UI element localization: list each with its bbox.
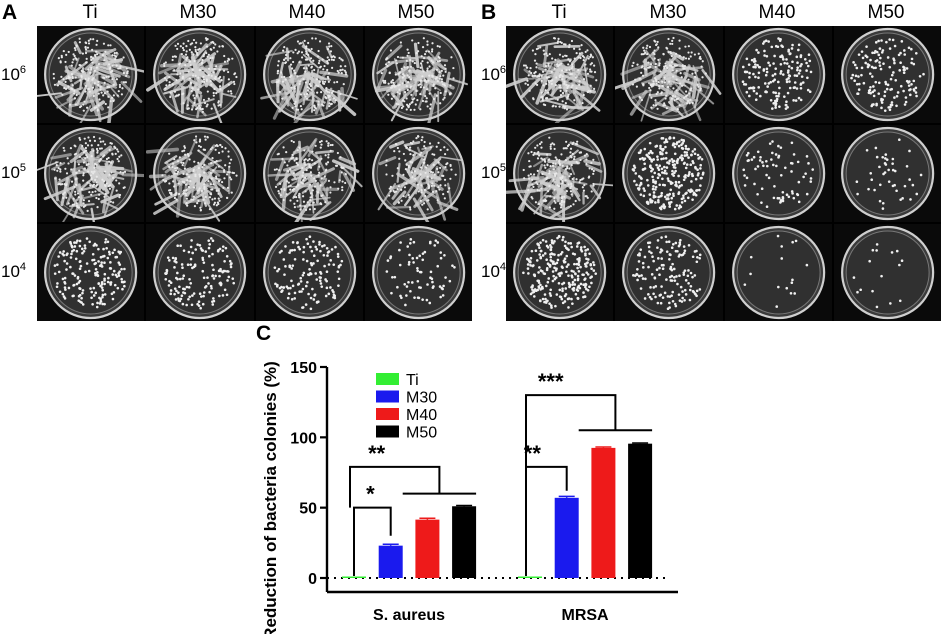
y-tick-label: 50 [299, 501, 317, 518]
panel-b-row-label-1e6: 106 [481, 64, 507, 84]
petri-dish [615, 224, 723, 321]
panel-a-row-label-1e4: 104 [1, 261, 27, 281]
panel-b-plate-grid [506, 26, 941, 321]
petri-dish [615, 125, 723, 222]
petri-dish [37, 125, 145, 222]
petri-dish [255, 26, 363, 123]
x-category-label: S. aureus [373, 607, 445, 624]
panel-b-col-label-ti: Ti [551, 2, 567, 23]
petri-dish [364, 125, 472, 222]
legend-label-ti: Ti [406, 372, 419, 389]
legend-swatch-m40 [376, 408, 399, 420]
petri-dish [37, 224, 145, 321]
x-category-label: MRSA [561, 607, 609, 624]
significance-bracket [353, 506, 392, 576]
y-tick-label: 100 [290, 430, 317, 447]
panel-c-letter: C [256, 322, 272, 345]
panel-a-letter: A [2, 1, 18, 24]
bar-m50-s-aureus [452, 506, 477, 578]
petri-dish [364, 224, 472, 321]
y-axis-label: Reduction of bacteria colonies (%) [261, 361, 280, 634]
petri-dish [146, 26, 254, 123]
y-tick-label: 0 [308, 571, 317, 588]
panel-b-row-label-1e4: 104 [481, 261, 507, 281]
legend-swatch-ti [376, 373, 399, 385]
panel-b-col-label-m40: M40 [758, 2, 796, 23]
bar-m30-mrsa [554, 497, 579, 578]
bar-m40-s-aureus [415, 519, 440, 578]
petri-dish [724, 125, 832, 222]
y-tick-label: 150 [290, 360, 317, 377]
panel-a-row-label-1e6: 106 [1, 64, 27, 84]
petri-dish [615, 26, 723, 123]
panel-b-col-label-m50: M50 [867, 2, 905, 23]
legend-label-m30: M30 [406, 390, 437, 407]
panel-a-col-label-m50: M50 [397, 2, 435, 23]
petri-dish [146, 224, 254, 321]
bar-m30-s-aureus [378, 545, 403, 578]
petri-dish [255, 224, 363, 321]
panel-b-col-label-m30: M30 [649, 2, 687, 23]
panel-a-col-label-m40: M40 [288, 2, 326, 23]
panel-a-row-label-1e5: 105 [1, 162, 27, 182]
panel-b-row-label-1e5: 105 [481, 162, 507, 182]
legend-label-m50: M50 [406, 425, 437, 442]
legend-swatch-m30 [376, 390, 399, 403]
petri-dish [255, 125, 363, 222]
petri-dish [506, 26, 614, 123]
petri-dish [506, 125, 614, 222]
bar-m50-mrsa [628, 443, 653, 578]
panel-a-col-label-m30: M30 [179, 2, 217, 23]
petri-dish [37, 26, 145, 123]
panel-a-col-label-ti: Ti [82, 2, 98, 23]
significance-label: ** [368, 441, 386, 466]
legend-label-m40: M40 [406, 407, 437, 424]
petri-dish [833, 26, 941, 123]
petri-dish [833, 224, 941, 321]
bar-ti-s-aureus [342, 576, 366, 578]
significance-label: *** [538, 369, 564, 394]
panel-a-plate-grid [37, 26, 472, 321]
petri-dish [724, 224, 832, 321]
significance-label: * [366, 482, 375, 507]
bar-m40-mrsa [591, 447, 616, 578]
petri-dish [833, 125, 941, 222]
legend-swatch-m50 [376, 425, 399, 438]
petri-dish [724, 26, 832, 123]
panel-b-letter: B [481, 1, 497, 24]
significance-bracket [349, 465, 441, 508]
petri-dish [364, 26, 472, 123]
significance-label: ** [524, 441, 542, 466]
bar-ti-mrsa [518, 576, 542, 578]
significance-bracket [525, 465, 568, 576]
petri-dish [506, 224, 614, 321]
significance-bracket [525, 394, 617, 467]
petri-dish [146, 125, 254, 222]
